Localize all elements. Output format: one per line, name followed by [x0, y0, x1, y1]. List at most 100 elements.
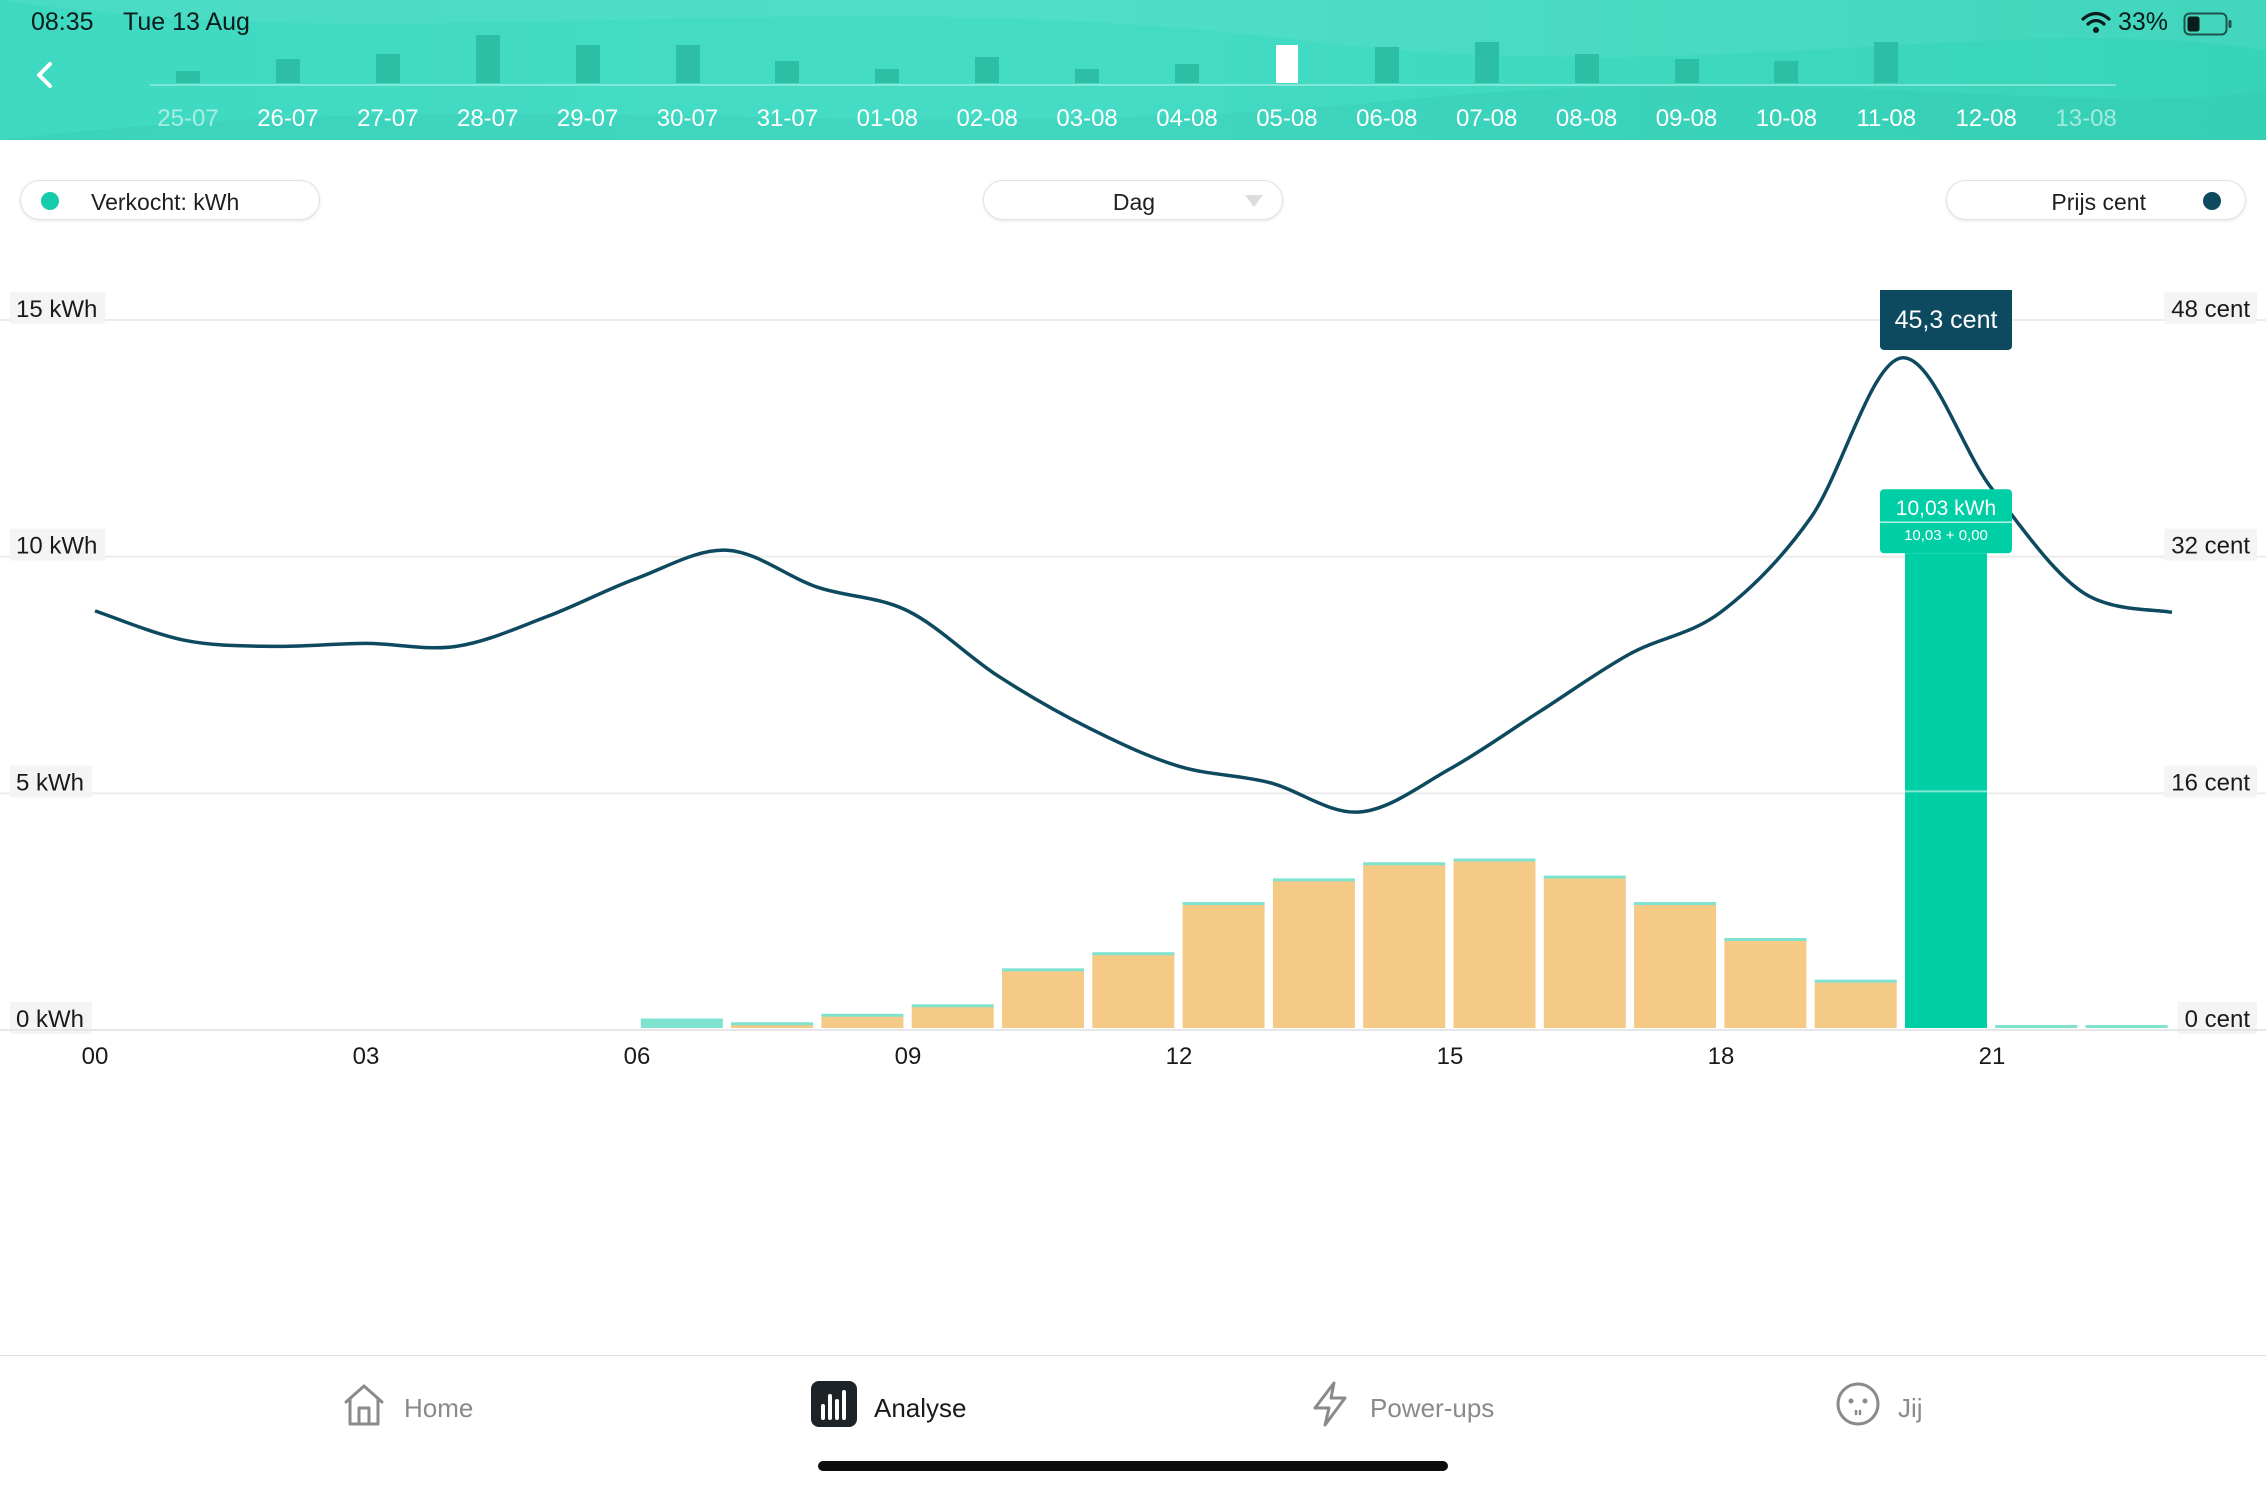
date-label: 08-08 — [1555, 105, 1618, 132]
date-item-08-08[interactable]: 08-08 — [1542, 30, 1632, 135]
date-item-09-08[interactable]: 09-08 — [1642, 30, 1732, 135]
date-label: 03-08 — [1056, 105, 1118, 132]
sold-bar — [1272, 879, 1355, 1028]
period-dropdown-label: Dag — [1112, 189, 1156, 215]
tab-analyse[interactable]: Analyse — [810, 1380, 1010, 1436]
tab-power-ups[interactable]: Power-ups — [1306, 1380, 1566, 1436]
smiley-face-icon — [1836, 1382, 1880, 1426]
right-axis-tick-label: 32 cent — [2171, 533, 2250, 560]
date-label: 29-07 — [556, 105, 619, 132]
sold-bar-cap — [1182, 902, 1265, 906]
sold-bar-cap — [911, 1004, 994, 1008]
energy-price-chart[interactable]: 15 kWh 10 kWh 5 kWh 0 kWh 48 cent 32 cent 16 c… — [0, 290, 2266, 1355]
date-item-06-08[interactable]: 06-08 — [1342, 30, 1432, 135]
date-item-03-08[interactable]: 03-08 — [1042, 30, 1132, 135]
tab-home[interactable]: Home — [340, 1380, 500, 1436]
sold-bar-cap — [1453, 858, 1536, 862]
sold-legend-dot — [41, 192, 59, 210]
date-item-05-08[interactable]: 05-08 — [1242, 30, 1332, 135]
x-axis-tick-label: 12 — [1166, 1043, 1193, 1070]
date-label: 07-08 — [1455, 105, 1518, 132]
date-item-07-08[interactable]: 07-08 — [1442, 30, 1532, 135]
date-volume-bar — [575, 44, 600, 83]
axis-label-bg — [2164, 292, 2257, 324]
date-item-29-07[interactable]: 29-07 — [543, 30, 633, 135]
axis-label-bg — [2164, 528, 2257, 561]
date-item-10-08[interactable]: 10-08 — [1741, 30, 1831, 135]
battery-icon — [2183, 12, 2232, 36]
price-line — [94, 356, 2173, 814]
sold-bar-cap — [1002, 968, 1084, 972]
sold-bar-cap — [1543, 875, 1626, 879]
x-axis-tick-label: 18 — [1708, 1043, 1735, 1070]
date-label: 30-07 — [656, 105, 719, 132]
left-axis-tick-label: 5 kWh — [16, 769, 84, 796]
date-label: 31-07 — [756, 105, 819, 132]
sold-bar-cap — [1092, 952, 1175, 956]
right-axis-tick-label: 48 cent — [2171, 296, 2250, 323]
date-item-12-08[interactable]: 12-08 — [1941, 30, 2031, 135]
tab-home-label: Home — [404, 1393, 474, 1423]
tab-power-ups-label: Power-ups — [1370, 1393, 1495, 1423]
sold-bar — [731, 1023, 814, 1028]
sold-bar-cap — [2085, 1025, 2168, 1028]
axis-label-bg — [2177, 1002, 2257, 1034]
x-axis-tick-label: 21 — [1979, 1043, 2006, 1070]
sold-bar — [911, 1005, 994, 1028]
legend-sold-kwh-pill[interactable]: Verkocht: kWh — [20, 180, 320, 220]
status-date: Tue 13 Aug — [123, 8, 250, 36]
battery-percentage: 33% — [2118, 8, 2169, 36]
date-volume-bar — [1674, 59, 1699, 83]
date-label: 11-08 — [1856, 105, 1917, 132]
date-label: 01-08 — [856, 105, 918, 132]
sold-bar — [1363, 863, 1446, 1028]
right-axis-tick-label: 0 cent — [2185, 1006, 2251, 1033]
x-axis-tick-label: 06 — [624, 1043, 651, 1070]
date-item-28-07[interactable]: 28-07 — [443, 30, 533, 135]
date-volume-bar — [1175, 63, 1199, 83]
date-item-04-08[interactable]: 04-08 — [1142, 30, 1232, 135]
date-volume-bar — [275, 59, 300, 83]
kwh-tooltip-value: 10,03 kWh — [1896, 497, 1996, 520]
price-legend-dot — [2203, 192, 2221, 210]
kwh-tooltip-breakdown: 10,03 + 0,00 — [1904, 527, 1988, 544]
date-label: 12-08 — [1955, 105, 2017, 132]
date-volume-bar — [1374, 47, 1399, 83]
axis-label-bg — [10, 765, 93, 798]
sold-bar-cap — [731, 1022, 814, 1026]
date-item-11-08[interactable]: 11-08 — [1841, 30, 1931, 135]
date-header: 08:35 Tue 13 Aug 33% 25-07 26-07 27-07 28-0… — [0, 0, 2266, 140]
date-item-27-07[interactable]: 27-07 — [343, 30, 433, 135]
bottom-navigation: Home Analyse Power-ups Jij — [0, 1355, 2266, 1489]
date-item-26-07[interactable]: 26-07 — [243, 30, 333, 135]
sold-bar — [640, 1019, 723, 1028]
sold-bar-cap — [1724, 938, 1807, 942]
date-item-01-08[interactable]: 01-08 — [842, 30, 932, 135]
date-volume-bar — [475, 35, 500, 83]
date-item-31-07[interactable]: 31-07 — [742, 30, 832, 135]
back-chevron-icon[interactable] — [26, 56, 66, 96]
date-item-13-08[interactable]: 13-08 — [2041, 30, 2131, 135]
date-item-30-07[interactable]: 30-07 — [643, 30, 733, 135]
left-axis-tick-label: 15 kWh — [16, 296, 97, 323]
date-volume-bar — [1774, 61, 1799, 83]
date-item-02-08[interactable]: 02-08 — [942, 30, 1032, 135]
axis-label-bg — [10, 292, 106, 324]
date-volume-bar — [1474, 42, 1499, 83]
sold-bar — [1453, 859, 1536, 1028]
period-dropdown[interactable]: Dag — [983, 180, 1283, 220]
date-label: 05-08 — [1256, 105, 1318, 132]
date-label: 26-07 — [257, 105, 319, 132]
home-icon — [344, 1384, 384, 1426]
sold-bar-cap — [821, 1013, 904, 1017]
tab-jij[interactable]: Jij — [1834, 1380, 1964, 1436]
price-tooltip-label: 45,3 cent — [1895, 306, 1998, 334]
legend-price-cent-pill[interactable]: Prijs cent — [1946, 180, 2246, 220]
bar-chart-icon — [811, 1381, 857, 1427]
sold-bar — [1092, 953, 1175, 1028]
date-item-25-07[interactable]: 25-07 — [143, 30, 233, 135]
date-strip-baseline — [150, 84, 2116, 86]
sold-bar — [1634, 903, 1717, 1028]
legend-sold-label: Verkocht: kWh — [91, 189, 240, 215]
sold-bar — [1543, 876, 1626, 1028]
